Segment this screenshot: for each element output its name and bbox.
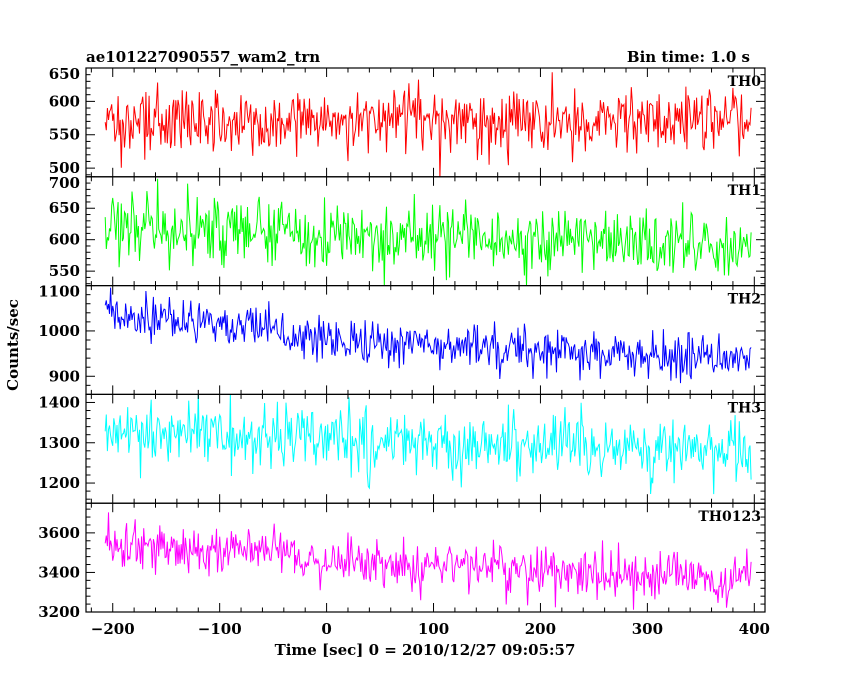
panel-th3: 1200 1300 1400 TH3: [38, 393, 766, 504]
y-tick-label: 3200: [38, 603, 80, 621]
x-tick-label: 0: [321, 620, 331, 638]
y-tick-label: 550: [49, 262, 80, 280]
y-tick-label: 900: [49, 367, 80, 385]
panel-frame: [85, 393, 766, 504]
panel-th0: 500 550 600 650 TH0: [49, 65, 766, 178]
chart-title: ae101227090557_wam2_trn: [86, 48, 320, 66]
panel-th0123: 3200 3400 3600 TH0123: [38, 502, 766, 621]
y-tick-label: 1400: [38, 394, 80, 412]
x-tick-label: 200: [525, 620, 556, 638]
y-axis-label: Counts/sec: [4, 299, 22, 391]
series-line-th3: [104, 394, 752, 495]
x-axis: −200 −100 0 100 200 300 400: [91, 620, 770, 638]
bin-time-label: Bin time: 1.0 s: [627, 48, 750, 66]
x-tick-label: 100: [418, 620, 449, 638]
y-tick-label: 550: [49, 126, 80, 144]
panel-label: TH1: [728, 183, 761, 199]
panel-frame: [85, 502, 766, 613]
y-tick-label: 600: [49, 92, 80, 110]
series-line-th0: [104, 72, 752, 177]
y-tick-label: 500: [49, 159, 80, 177]
x-tick-label: 400: [739, 620, 770, 638]
panel-th1: 550 600 650 700 TH1: [49, 174, 766, 287]
panel-stack: 500 550 600 650 TH0 550 600 650 700 TH1 900 1000 110…: [38, 65, 766, 621]
panel-th2: 900 1000 1100 TH2: [38, 283, 766, 396]
y-tick-label: 650: [49, 65, 80, 83]
y-tick-label: 1300: [38, 434, 80, 452]
series-line-th1: [104, 178, 752, 286]
y-tick-label: 650: [49, 199, 80, 217]
y-tick-label: 1100: [38, 283, 80, 301]
x-tick-label: 300: [632, 620, 663, 638]
y-tick-label: 3400: [38, 563, 80, 581]
panel-label: TH3: [728, 400, 761, 416]
y-tick-label: 1000: [38, 322, 80, 340]
x-axis-label: Time [sec] 0 = 2010/12/27 09:05:57: [275, 641, 576, 659]
y-tick-label: 700: [49, 174, 80, 192]
y-tick-label: 600: [49, 231, 80, 249]
y-tick-label: 3600: [38, 524, 80, 542]
panel-label: TH0: [728, 74, 762, 90]
x-tick-label: −100: [198, 620, 242, 638]
series-line-th0123: [104, 512, 752, 610]
panel-label: TH0123: [698, 509, 761, 525]
y-tick-label: 1200: [38, 474, 80, 492]
series-line-th2: [104, 287, 752, 384]
panel-label: TH2: [728, 292, 761, 308]
x-tick-label: −200: [91, 620, 135, 638]
